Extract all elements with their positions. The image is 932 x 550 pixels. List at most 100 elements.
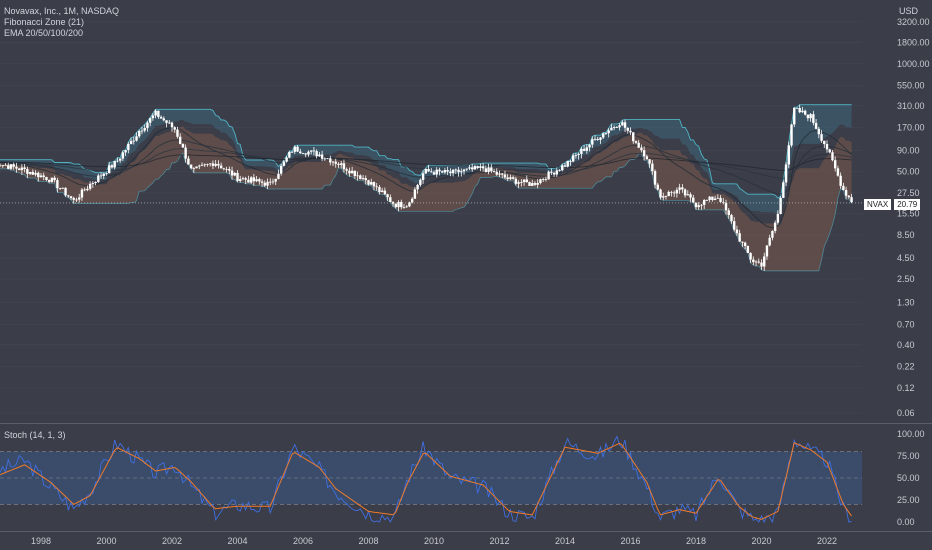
candle-body	[356, 175, 359, 177]
candle-body	[309, 150, 313, 152]
candle-body	[9, 164, 13, 169]
candle-body	[727, 210, 730, 215]
stoch-axis: 100.00 75.00 50.00 25.00 0.00	[897, 429, 925, 527]
candle-body	[700, 204, 703, 206]
candle-body	[129, 140, 133, 144]
time-tick-label: 2006	[293, 536, 313, 546]
candle-body	[389, 197, 392, 203]
candle-body	[779, 197, 782, 214]
time-tick-label: 2002	[162, 536, 182, 546]
candle-body	[214, 163, 217, 166]
candle-body	[831, 152, 834, 161]
time-tick-label: 2012	[489, 536, 509, 546]
candle-body	[260, 181, 264, 183]
time-axis[interactable]: 1998 2000 2002 2004 2006 2008 2010 2012 2014 2016…	[31, 536, 837, 546]
candle-body	[203, 164, 206, 166]
stoch-title[interactable]: Stoch (14, 1, 3)	[4, 430, 66, 440]
candle-body	[342, 163, 346, 170]
candle-body	[814, 122, 818, 129]
candle-body	[533, 183, 537, 185]
time-tick-label: 2010	[424, 536, 444, 546]
candle-body	[571, 155, 575, 162]
candle-body	[315, 151, 318, 157]
candle-body	[490, 167, 493, 172]
candle-body	[615, 127, 619, 128]
candle-body	[279, 165, 283, 174]
candle-body	[307, 151, 310, 155]
candle-body	[233, 172, 236, 176]
candle-body	[329, 158, 332, 163]
candle-body	[842, 185, 845, 190]
time-tick-label: 2000	[96, 536, 116, 546]
candle-body	[200, 164, 204, 166]
candle-body	[705, 199, 709, 201]
candle-body	[768, 237, 771, 246]
candle-body	[370, 182, 373, 185]
candle-body	[610, 127, 613, 131]
fib-zone-bottom-line	[0, 152, 852, 272]
symbol-title[interactable]: Novavax, Inc., 1M, NASDAQ	[4, 6, 120, 16]
candle-body	[730, 214, 733, 222]
candle-body	[348, 170, 351, 174]
ema-lines	[0, 127, 852, 229]
candle-body	[544, 178, 548, 180]
time-tick-label: 1998	[31, 536, 51, 546]
candle-body	[132, 140, 135, 142]
candle-body	[331, 161, 335, 163]
candle-body	[165, 120, 168, 123]
candle-body	[34, 172, 37, 175]
candle-body	[320, 154, 324, 159]
candle-body	[361, 178, 365, 180]
indicator-ema[interactable]: EMA 20/50/100/200	[4, 28, 84, 38]
candle-body	[795, 107, 799, 109]
price-axis[interactable]: 3200.00 1800.00 1000.00 550.00 310.00 170.00 9…	[897, 17, 930, 418]
candle-body	[539, 179, 542, 183]
candle-body	[99, 175, 103, 177]
candle-body	[833, 160, 837, 169]
candle-body	[503, 174, 507, 178]
candle-body	[168, 122, 171, 124]
candle-body	[340, 163, 343, 165]
candle-body	[228, 169, 231, 171]
candle-body	[506, 177, 509, 180]
candle-body	[42, 175, 45, 177]
price-tick-label: 1.30	[897, 298, 915, 308]
candle-body	[476, 166, 479, 168]
candle-body	[484, 168, 488, 173]
price-tick-label: 550.00	[897, 80, 925, 90]
candle-body	[672, 192, 676, 194]
candle-body	[386, 194, 389, 198]
candle-body	[733, 221, 736, 230]
price-tick-label: 0.70	[897, 320, 915, 330]
candle-body	[244, 178, 247, 180]
candle-body	[45, 176, 48, 181]
candle-body	[724, 202, 728, 211]
candle-body	[402, 207, 406, 208]
candle-body	[847, 195, 851, 198]
candle-body	[394, 203, 397, 208]
candle-body	[269, 181, 272, 183]
candle-body	[26, 168, 29, 174]
candle-body	[784, 164, 788, 183]
candle-body	[69, 196, 73, 199]
candle-body	[326, 158, 329, 160]
price-tick-label: 2.50	[897, 274, 915, 284]
stoch-d-line	[0, 442, 853, 520]
candle-body	[157, 110, 160, 117]
candle-body	[206, 163, 209, 165]
candle-body	[773, 222, 777, 231]
indicator-fibonacci-zone[interactable]: Fibonacci Zone (21)	[4, 17, 85, 27]
candle-body	[304, 153, 307, 155]
candle-body	[809, 114, 812, 119]
candle-body	[192, 168, 196, 170]
candle-body	[642, 150, 646, 157]
candle-body	[135, 136, 138, 141]
candle-body	[495, 171, 498, 175]
candle-body	[337, 163, 340, 165]
candle-body	[312, 150, 316, 152]
candle-body	[803, 110, 807, 115]
stoch-tick-label: 100.00	[897, 429, 925, 439]
candle-body	[749, 252, 752, 260]
candle-body	[239, 179, 242, 182]
